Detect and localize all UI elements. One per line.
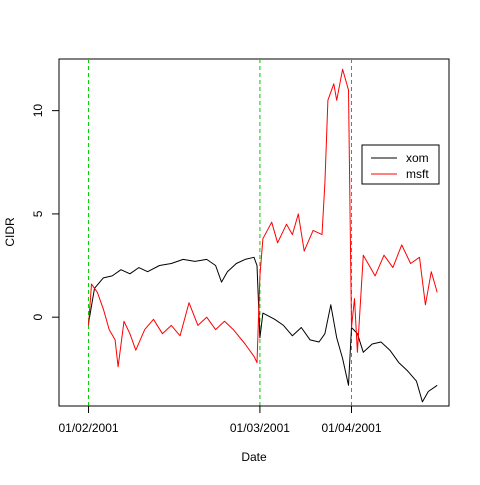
x-tick-label-0: 01/02/2001 xyxy=(59,421,119,435)
series-line-xom xyxy=(88,256,438,403)
y-tick-label-1: 5 xyxy=(31,210,45,217)
y-axis: 0 5 10 xyxy=(31,104,60,321)
legend: xom msft xyxy=(361,144,440,185)
reference-lines xyxy=(88,59,352,406)
x-axis-title: Date xyxy=(241,450,267,464)
y-tick-label-2: 10 xyxy=(31,104,45,118)
legend-box xyxy=(361,144,440,185)
y-tick-label-0: 0 xyxy=(31,314,45,321)
plot-frame xyxy=(58,58,450,407)
legend-label-xom: xom xyxy=(406,151,429,165)
series-layer xyxy=(88,68,438,403)
x-axis: 01/02/2001 01/03/2001 01/04/2001 xyxy=(59,405,382,435)
legend-label-msft: msft xyxy=(406,167,429,181)
x-tick-label-2: 01/04/2001 xyxy=(321,421,381,435)
x-tick-label-1: 01/03/2001 xyxy=(230,421,290,435)
series-line-msft xyxy=(88,68,438,368)
y-axis-title: CIDR xyxy=(3,217,17,247)
